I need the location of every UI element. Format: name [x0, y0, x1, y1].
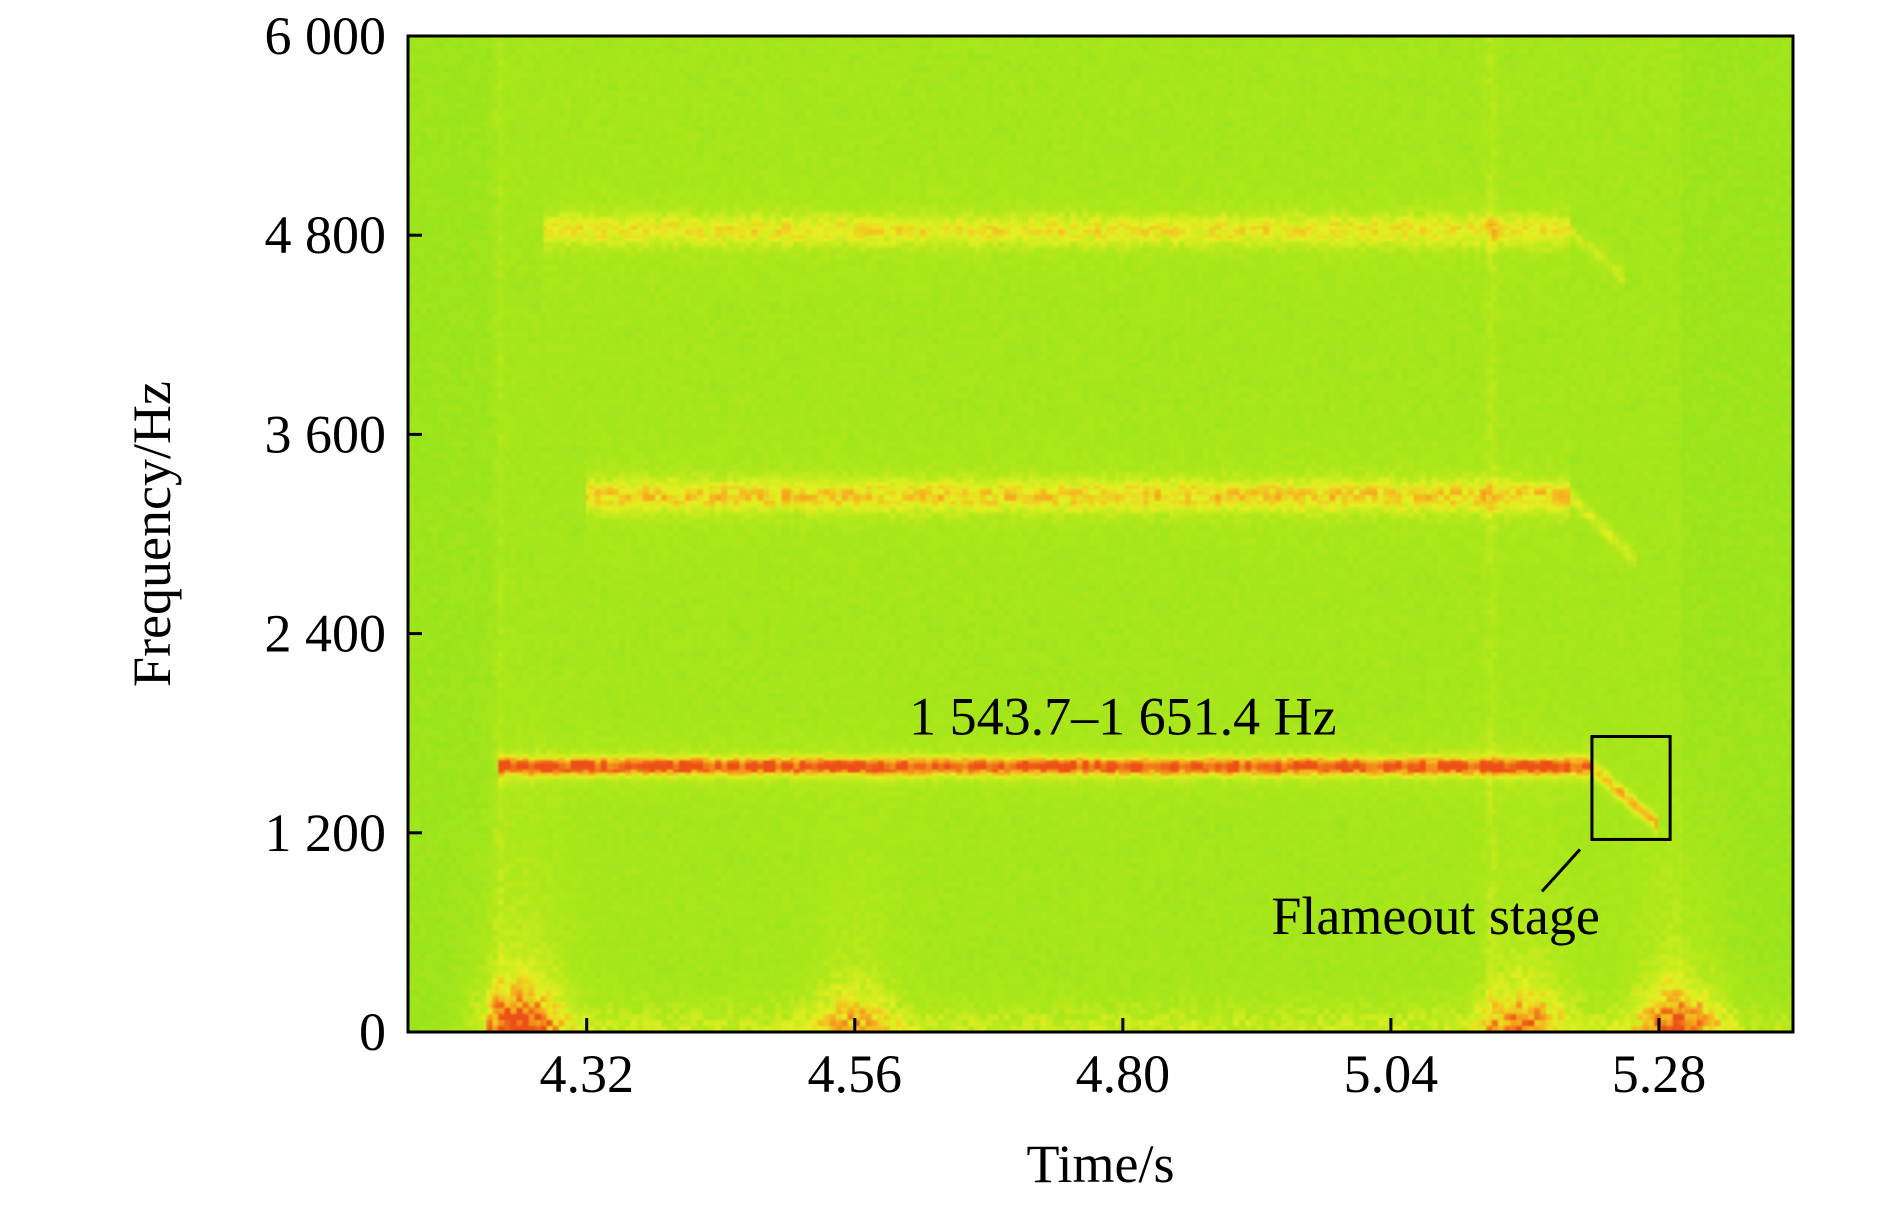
- y-tick-label: 1 200: [265, 803, 387, 863]
- y-tick-label: 2 400: [265, 604, 387, 664]
- plot-frame: [406, 34, 1795, 1034]
- x-tick-label: 4.80: [1076, 1044, 1171, 1104]
- x-axis-label: Time/s: [1026, 1134, 1174, 1194]
- x-tick-label: 5.04: [1344, 1044, 1439, 1104]
- spectrogram-image: [408, 36, 1793, 1032]
- annotation-frequency-band: 1 543.7–1 651.4 Hz: [909, 687, 1336, 747]
- spectrogram-heatmap: [408, 36, 1793, 1032]
- y-axis-ticks: 0 1 200 2 400 3 600 4 800 6 000: [265, 6, 422, 1062]
- y-axis-label: Frequency/Hz: [122, 381, 182, 687]
- x-tick-label: 4.32: [539, 1044, 634, 1104]
- x-tick-label: 4.56: [808, 1044, 903, 1104]
- annotation-flameout-stage: Flameout stage: [1271, 886, 1599, 946]
- y-tick-label: 4 800: [265, 205, 387, 265]
- x-axis-ticks: 4.32 4.56 4.80 5.04 5.28: [539, 1018, 1706, 1104]
- flameout-leader-line: [1540, 848, 1582, 893]
- y-tick-label: 0: [359, 1002, 386, 1062]
- x-tick-label: 5.28: [1612, 1044, 1707, 1104]
- y-tick-label: 3 600: [265, 404, 387, 464]
- flameout-highlight-box: [1590, 735, 1672, 841]
- y-tick-label: 6 000: [265, 6, 387, 66]
